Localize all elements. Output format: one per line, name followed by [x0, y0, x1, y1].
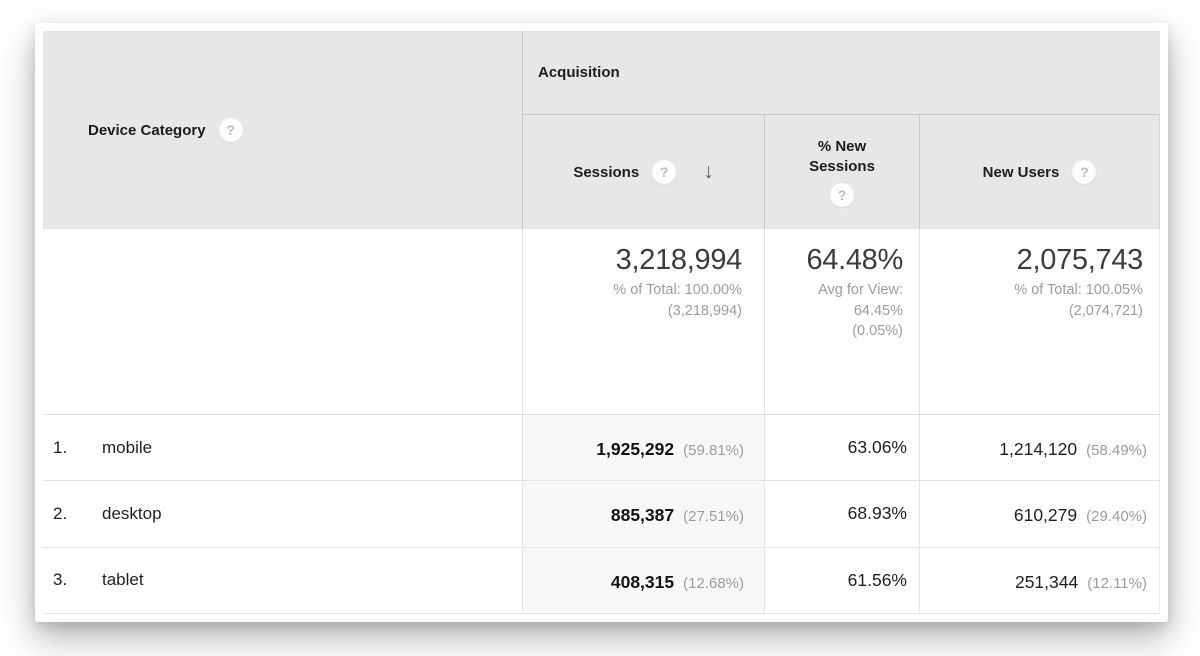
percent-new-sessions-value: 63.06%: [847, 437, 907, 458]
summary-percent-new-sessions: 64.48% Avg for View: 64.45% (0.05%): [765, 229, 920, 415]
sessions-cell: 408,315 (12.68%): [523, 547, 765, 614]
new-users-subline: (2,074,721): [1068, 302, 1143, 319]
table-row-device[interactable]: 3. tablet: [43, 547, 523, 614]
table-row-device[interactable]: 1. mobile: [43, 415, 523, 482]
sessions-value: 408,315: [610, 571, 675, 592]
sessions-cell: 1,925,292 (59.81%): [523, 415, 765, 482]
percent-new-sessions-value: 68.93%: [847, 503, 907, 524]
new-users-share: (29.40%): [1086, 508, 1147, 526]
sessions-share: (59.81%): [683, 442, 744, 459]
device-category-label: Device Category: [88, 121, 206, 139]
sessions-cell: 885,387 (27.51%): [523, 481, 765, 548]
new-users-cell: 251,344 (12.11%): [920, 547, 1160, 614]
percent-new-sessions-total: 64.48%: [806, 244, 903, 276]
analytics-report-card: Device Category ? Acquisition Sessions ?…: [35, 23, 1168, 622]
sessions-share: (27.51%): [683, 508, 744, 526]
help-icon[interactable]: ?: [830, 183, 854, 208]
column-header-new-users[interactable]: New Users ?: [920, 115, 1160, 229]
row-rank: 1.: [53, 437, 68, 457]
sessions-share: (12.68%): [683, 574, 744, 592]
percent-new-sessions-cell: 68.93%: [765, 481, 920, 548]
summary-dimension-cell: [43, 229, 523, 415]
sessions-value: 885,387: [610, 505, 675, 526]
device-value[interactable]: desktop: [102, 503, 162, 523]
new-users-share: (58.49%): [1086, 442, 1147, 459]
sessions-label: Sessions: [573, 163, 640, 181]
percent-new-sessions-subline: Avg for View:: [818, 282, 903, 298]
percent-new-sessions-subline: (0.05%): [852, 323, 903, 340]
row-rank: 3.: [53, 570, 68, 590]
column-header-sessions[interactable]: Sessions ? ↓: [523, 115, 765, 229]
help-icon[interactable]: ?: [1072, 160, 1097, 184]
new-users-value: 1,214,120: [999, 439, 1078, 459]
percent-new-sessions-label: % New Sessions: [809, 137, 875, 175]
new-users-share: (12.11%): [1087, 574, 1147, 592]
help-icon[interactable]: ?: [218, 118, 243, 142]
sessions-total-subline: % of Total: 100.00%: [613, 282, 742, 298]
summary-sessions: 3,218,994 % of Total: 100.00% (3,218,994…: [523, 229, 765, 415]
group-header-acquisition: Acquisition: [523, 31, 1160, 115]
column-header-percent-new-sessions[interactable]: % New Sessions ?: [765, 115, 920, 229]
sessions-total-subline: (3,218,994): [667, 302, 742, 319]
device-value[interactable]: mobile: [102, 437, 153, 457]
new-users-value: 610,279: [1013, 505, 1078, 526]
device-category-table: Device Category ? Acquisition Sessions ?…: [43, 31, 1160, 614]
column-header-device-category[interactable]: Device Category ?: [43, 31, 523, 229]
percent-new-sessions-value: 61.56%: [847, 569, 907, 590]
percent-new-sessions-cell: 63.06%: [765, 415, 920, 482]
acquisition-label: Acquisition: [538, 64, 620, 81]
new-users-cell: 1,214,120 (58.49%): [920, 415, 1160, 482]
sessions-total: 3,218,994: [615, 244, 743, 276]
new-users-value: 251,344: [1014, 571, 1079, 592]
sessions-value: 1,925,292: [596, 439, 675, 459]
help-icon[interactable]: ?: [652, 160, 677, 184]
row-rank: 2.: [53, 503, 68, 523]
device-value[interactable]: tablet: [102, 570, 144, 590]
new-users-cell: 610,279 (29.40%): [920, 481, 1160, 548]
table-row-device[interactable]: 2. desktop: [43, 481, 523, 548]
new-users-total: 2,075,743: [1016, 244, 1144, 276]
percent-new-sessions-cell: 61.56%: [765, 547, 920, 614]
percent-new-sessions-subline: 64.45%: [853, 302, 903, 319]
sort-descending-icon: ↓: [703, 160, 714, 183]
new-users-label: New Users: [982, 163, 1060, 181]
summary-new-users: 2,075,743 % of Total: 100.05% (2,074,721…: [920, 229, 1160, 415]
new-users-subline: % of Total: 100.05%: [1014, 282, 1143, 298]
